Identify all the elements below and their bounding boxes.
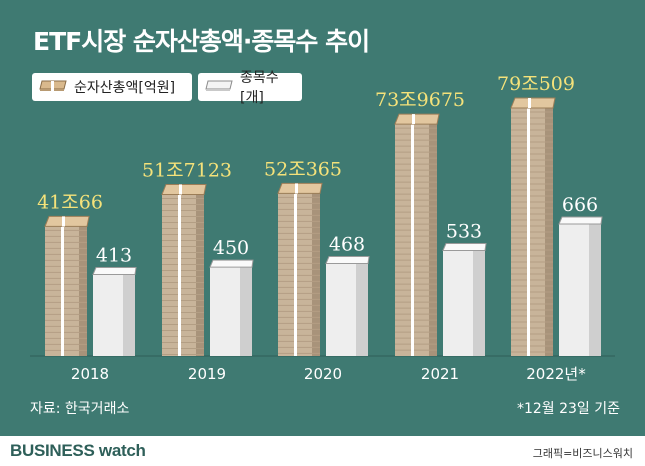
legend-money: 순자산총액[억원] — [32, 73, 192, 101]
money-value-label: 41조66 — [37, 191, 103, 213]
x-tick-label: 2020 — [304, 365, 342, 383]
count-bar-shade — [473, 249, 485, 356]
money-value-label: 51조7123 — [142, 159, 232, 181]
money-bar-shade — [196, 192, 204, 356]
count-value-label: 450 — [213, 237, 249, 259]
count-bar-top — [209, 259, 254, 268]
money-bar-top-band — [295, 183, 298, 194]
money-bar-band — [527, 106, 530, 356]
x-tick-label: 2022년* — [526, 365, 586, 383]
money-bundle-icon — [38, 78, 68, 96]
brand-logo: BUSINESS watch — [10, 441, 146, 460]
money-bar-top — [161, 183, 207, 195]
legend-count: 종목수[개] — [198, 70, 302, 106]
x-tick-label: 2019 — [188, 365, 226, 383]
money-bar-top-band — [412, 114, 415, 125]
legend-count-label: 종목수[개] — [240, 70, 279, 106]
money-bar-top — [394, 113, 440, 125]
source-note: 자료: 한국거래소 — [30, 401, 130, 417]
count-bar-top — [92, 267, 137, 276]
money-bar-top-band — [528, 98, 531, 108]
money-bar-band — [411, 122, 414, 356]
count-value-label: 533 — [446, 221, 482, 243]
count-value-label: 413 — [96, 245, 132, 267]
money-bar-shade — [545, 106, 553, 356]
stock-sheet-icon — [204, 78, 234, 96]
money-bar-band — [178, 192, 181, 356]
count-bar-shade — [240, 266, 252, 356]
money-bar-band — [61, 224, 64, 356]
money-bar-shade — [312, 191, 320, 356]
count-value-label: 666 — [562, 194, 598, 216]
money-value-label: 52조365 — [264, 158, 342, 180]
x-tick-label: 2021 — [421, 365, 459, 383]
count-bar-top — [442, 243, 487, 252]
count-value-label: 468 — [329, 234, 365, 256]
money-bar-shade — [429, 122, 437, 356]
graphic-credit: 그래픽=비즈니스워치 — [532, 447, 633, 460]
money-bar-top — [510, 97, 556, 109]
money-value-label: 73조9675 — [375, 89, 465, 111]
footer-band — [0, 436, 645, 466]
money-value-label: 79조509 — [497, 73, 575, 95]
money-bar-top-band — [179, 184, 182, 195]
count-bar-top — [558, 216, 603, 225]
chart-title: ETF시장 순자산총액·종목수 추이 — [33, 27, 370, 56]
money-bar-top — [44, 215, 90, 227]
count-bar-shade — [356, 262, 368, 356]
count-bar-top — [325, 256, 370, 265]
money-bar-top-band — [62, 216, 65, 227]
x-tick-label: 2018 — [71, 365, 109, 383]
money-bar-band — [294, 191, 297, 356]
count-bar-shade — [589, 223, 601, 356]
money-bar-top — [277, 182, 323, 194]
date-note: *12월 23일 기준 — [516, 401, 620, 417]
count-bar-shade — [123, 273, 135, 356]
legend-money-label: 순자산총액[억원] — [74, 80, 176, 96]
